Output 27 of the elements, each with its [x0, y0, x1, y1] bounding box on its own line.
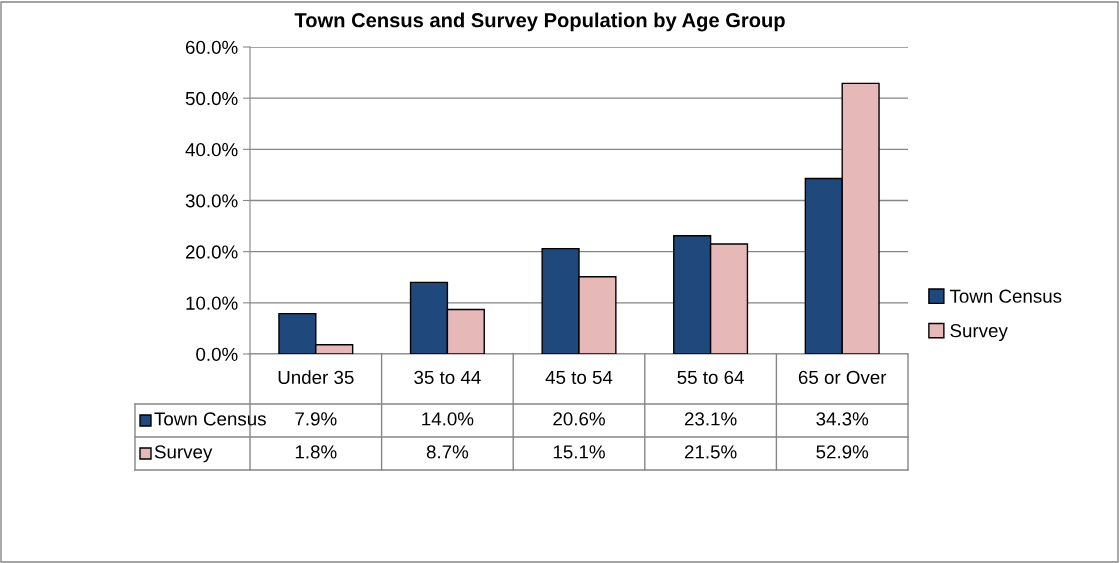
y-tick-label: 30.0%: [185, 194, 238, 208]
y-tick-label: 50.0%: [185, 91, 238, 106]
legend-label: Town Census: [154, 412, 266, 426]
data-label: 23.1%: [684, 412, 737, 426]
data-label: 34.3%: [816, 412, 869, 426]
data-label: 15.1%: [553, 445, 605, 459]
data-label: 7.9%: [295, 412, 337, 426]
data-label: 20.6%: [553, 412, 605, 426]
data-label: 21.5%: [684, 445, 737, 459]
legend-label: Survey: [950, 324, 1008, 342]
x-tick-label: 45 to 54: [545, 370, 613, 385]
data-label: 1.8%: [295, 445, 337, 459]
x-tick-label: 55 to 64: [677, 370, 744, 385]
y-tick-label: 60.0%: [185, 40, 238, 54]
chart-title: Town Census and Survey Population by Age Group: [294, 12, 785, 32]
data-label: 14.0%: [422, 412, 474, 426]
y-tick-label: 0.0%: [196, 347, 238, 361]
y-tick-label: 20.0%: [185, 245, 238, 259]
data-label: 8.7%: [426, 445, 469, 459]
text: Town Census: [949, 289, 1062, 303]
y-tick-label: 10.0%: [186, 296, 238, 310]
x-tick-label: 35 to 44: [414, 370, 481, 385]
x-tick-label: Under 35: [278, 370, 354, 385]
x-tick-label: 65 or Over: [798, 370, 887, 385]
y-tick-label: 40.0%: [185, 143, 238, 157]
data-label: 52.9%: [816, 445, 869, 459]
text: Survey: [154, 445, 213, 463]
